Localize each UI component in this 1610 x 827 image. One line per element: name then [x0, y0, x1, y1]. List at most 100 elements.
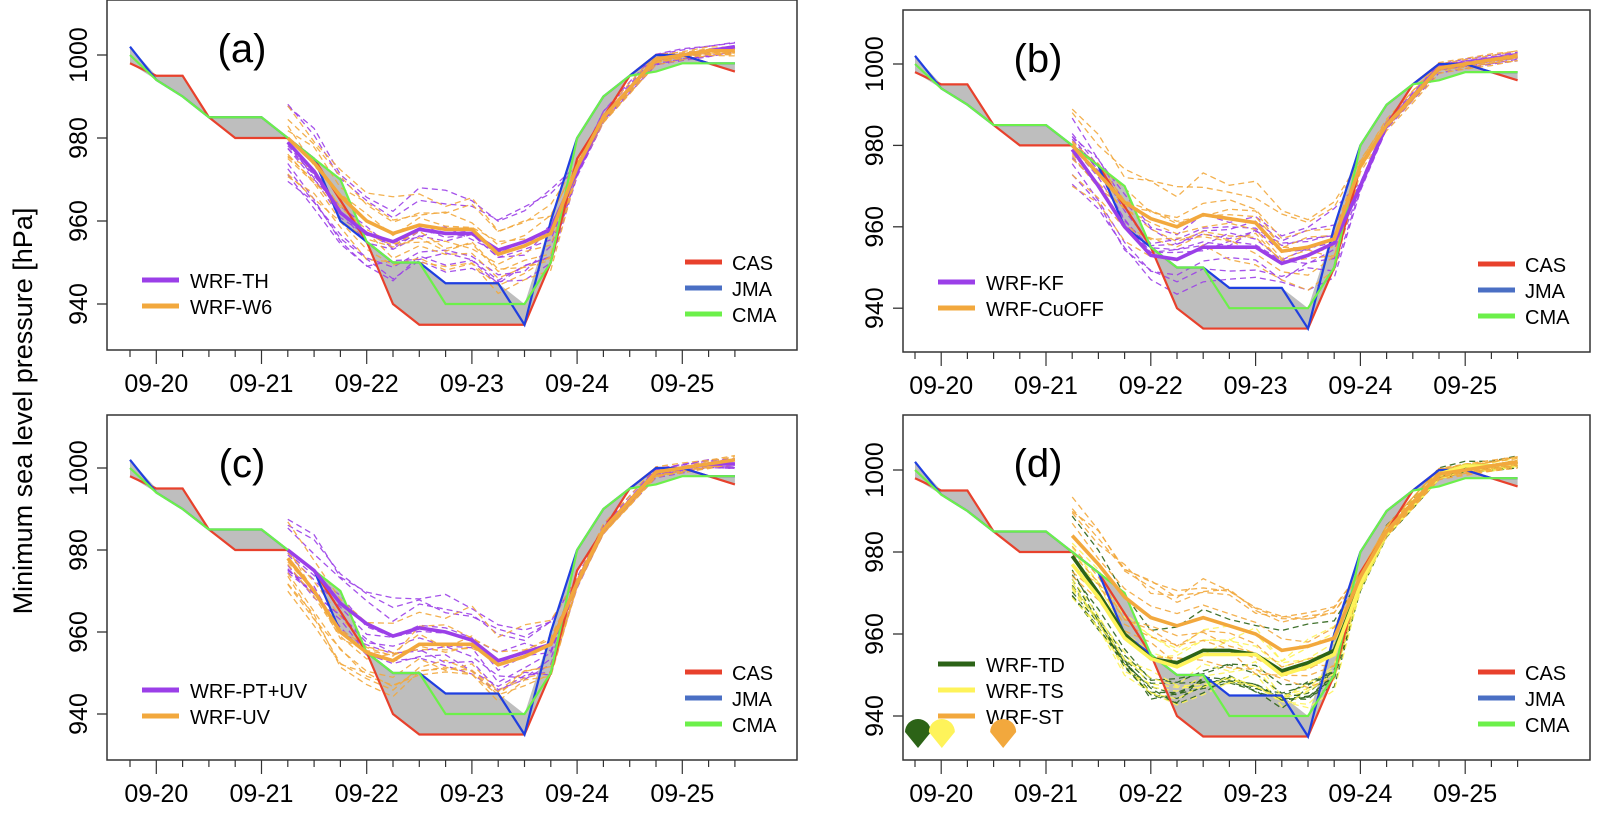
model-mean-line: [1070, 54, 1518, 254]
y-tick-label: 940: [861, 695, 889, 737]
y-tick-label: 980: [861, 125, 889, 167]
ensemble-member-line: [287, 46, 735, 232]
panel-c: 940 960 980 1000 09-20 09-21 09-22 09-23 09-24 09…: [65, 414, 798, 808]
ensemble-member-line: [287, 458, 735, 631]
legend-label: JMA: [732, 279, 773, 301]
legend-label: JMA: [1525, 689, 1566, 711]
y-tick-label: 960: [861, 613, 889, 655]
y-tick-label: 1000: [861, 442, 889, 498]
y-axis-title: Minimum sea level pressure [hPa]: [8, 208, 38, 615]
ensemble-member-line: [1071, 465, 1518, 706]
panel-label: (c): [219, 442, 266, 486]
ensemble-member-line: [1071, 57, 1518, 281]
legend-label: CAS: [1525, 663, 1566, 685]
ensemble-member-line: [1071, 465, 1518, 700]
legend-label: WRF-TS: [986, 681, 1064, 703]
panel-a: 940 960 980 1000 09-20 09-21 09-22 09-23 09-24 09…: [65, 0, 798, 398]
ensemble-member-line: [287, 462, 735, 672]
ensemble-member-line: [1071, 463, 1518, 700]
ensemble-member-line: [287, 52, 735, 273]
x-tick-label: 09-22: [335, 370, 399, 398]
x-tick-label: 09-20: [124, 370, 188, 398]
y-tick-label: 980: [861, 531, 889, 573]
legend-label: WRF-UV: [190, 707, 271, 729]
ensemble-member-line: [287, 462, 735, 696]
obs-line-cma: [914, 63, 1518, 310]
model-mean-line: [1070, 460, 1518, 653]
start-marker-icon: [928, 719, 955, 748]
obs-line-cma: [129, 467, 735, 716]
ensemble-member-line: [287, 466, 735, 688]
legend-label: CMA: [732, 305, 777, 327]
ensemble-member-line: [1071, 50, 1518, 221]
ensemble-member-line: [1071, 455, 1518, 623]
ensemble-member-line: [287, 459, 735, 638]
x-tick-label: 09-24: [1328, 780, 1392, 808]
panel-label: (a): [218, 27, 267, 71]
ensemble-member-line: [287, 464, 735, 684]
ensemble-member-line: [1071, 60, 1518, 295]
model-mean-line: [286, 49, 735, 257]
y-tick-label: 1000: [65, 27, 93, 83]
x-tick-label: 09-24: [545, 780, 609, 808]
ensemble-member-line: [1071, 464, 1518, 686]
start-marker-icon: [905, 719, 931, 748]
legend-label: WRF-W6: [190, 297, 272, 319]
ensemble-member-line: [287, 466, 735, 693]
x-tick-label: 09-21: [1014, 372, 1078, 400]
ensemble-member-line: [287, 459, 735, 642]
ensemble-member-line: [1071, 464, 1518, 708]
y-tick-label: 1000: [861, 36, 889, 92]
ensemble-member-line: [1071, 53, 1518, 247]
model-mean-line: [286, 458, 736, 667]
x-tick-label: 09-22: [335, 780, 399, 808]
ensemble-member-line: [287, 41, 735, 223]
obs-line-cma: [129, 54, 735, 306]
ensemble-member-line: [1071, 60, 1518, 276]
x-tick-label: 09-20: [909, 780, 973, 808]
x-tick-label: 09-22: [1119, 780, 1183, 808]
x-tick-label: 09-25: [650, 780, 714, 808]
ensemble-member-line: [287, 51, 735, 265]
x-tick-label: 09-24: [545, 370, 609, 398]
legend-label: WRF-TH: [190, 271, 269, 293]
ensemble-member-line: [287, 462, 736, 703]
ensemble-member-line: [1071, 59, 1518, 292]
ensemble-member-line: [1071, 51, 1518, 237]
x-tick-label: 09-23: [1224, 372, 1288, 400]
y-tick-label: 940: [65, 693, 93, 735]
panel-label: (b): [1014, 37, 1063, 81]
ensemble-member-line: [287, 466, 735, 691]
x-tick-label: 09-21: [1014, 780, 1078, 808]
ensemble-member-line: [1071, 465, 1518, 709]
x-tick-label: 09-20: [124, 780, 188, 808]
x-tick-label: 09-20: [909, 372, 973, 400]
y-tick-label: 960: [65, 611, 93, 653]
ensemble-member-line: [287, 42, 735, 221]
y-tick-label: 980: [65, 529, 93, 571]
obs-line-cma: [914, 469, 1518, 718]
panel-d: 940 960 980 1000 09-20 09-21 09-22 09-23 09-24 09…: [861, 414, 1591, 808]
ensemble-member-line: [287, 54, 735, 295]
ensemble-member-line: [1071, 465, 1518, 677]
ensemble-member-line: [1071, 464, 1518, 694]
x-tick-label: 09-25: [1433, 780, 1497, 808]
panel-label: (d): [1014, 442, 1063, 486]
ensemble-member-line: [287, 454, 736, 638]
ensemble-member-line: [1071, 460, 1518, 664]
x-tick-label: 09-21: [230, 780, 294, 808]
ensemble-member-line: [287, 48, 735, 276]
legend-label: WRF-PT+UV: [190, 681, 308, 703]
y-tick-label: 940: [861, 287, 889, 329]
plot-frame: [902, 9, 1591, 353]
y-tick-label: 1000: [65, 440, 93, 496]
legend-label: JMA: [732, 689, 773, 711]
ensemble-member-line: [1071, 457, 1518, 662]
ensemble-member-line: [287, 462, 735, 693]
legend-label: CMA: [1525, 307, 1570, 329]
plot-frame: [902, 414, 1591, 761]
legend-label: CAS: [1525, 255, 1566, 277]
x-tick-label: 09-25: [1433, 372, 1497, 400]
ensemble-member-line: [1071, 54, 1518, 249]
